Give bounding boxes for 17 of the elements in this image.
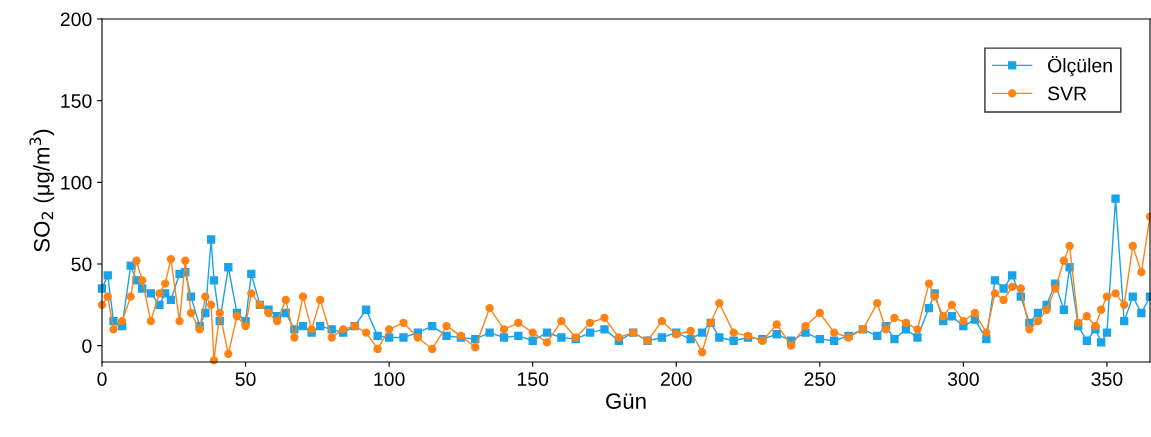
legend-label: SVR bbox=[1048, 86, 1087, 101]
x-tick-label: 200 bbox=[661, 372, 692, 386]
x-tick-label: 250 bbox=[804, 372, 836, 386]
x-tick-label: 350 bbox=[1091, 372, 1123, 386]
x-tick-label: 150 bbox=[517, 372, 549, 386]
y-tick-label: 0 bbox=[82, 339, 92, 353]
y-tick-label: 150 bbox=[61, 94, 92, 108]
x-tick-label: 100 bbox=[374, 372, 405, 386]
x-tick-label: 0 bbox=[97, 372, 107, 386]
x-tick-label: 300 bbox=[947, 372, 979, 386]
y-tick-label: 50 bbox=[71, 257, 92, 272]
x-tick-label: 50 bbox=[235, 372, 256, 386]
y-axis-title: SO$_{2}$ (μg/m$^{3}$) bbox=[29, 129, 55, 252]
legend-label: Ölçülen bbox=[1048, 55, 1112, 77]
x-axis-title: Gün bbox=[606, 393, 646, 409]
y-tick-label: 200 bbox=[60, 12, 92, 27]
y-tick-label: 100 bbox=[61, 175, 92, 190]
